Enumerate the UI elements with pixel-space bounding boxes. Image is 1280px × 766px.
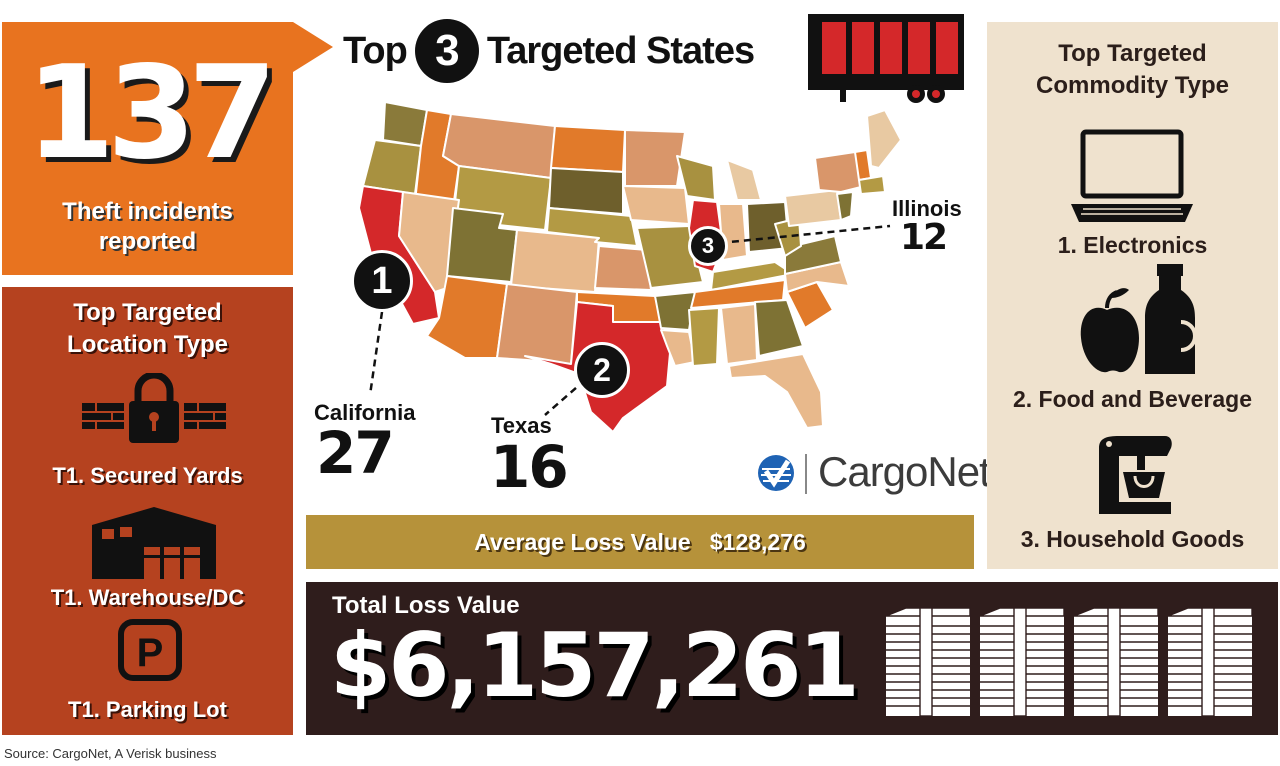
map-state-minnesota	[624, 129, 686, 187]
stand-mixer-icon	[1099, 436, 1172, 514]
map-state-nevada	[398, 191, 460, 293]
source-note: Source: CargoNet, A Verisk business	[4, 746, 217, 761]
location-label-secured-yards: T1. Secured Yards	[52, 463, 243, 488]
map-state-georgia	[754, 299, 804, 357]
state-name-california: California	[314, 400, 416, 425]
commodity-type-panel: Top Targeted Commodity Type 1. Electroni…	[987, 22, 1278, 569]
title-prefix: Top	[343, 29, 408, 72]
callout-leaders	[368, 224, 891, 416]
logo-divider	[805, 454, 807, 494]
incidents-label: Theft incidents reported	[2, 197, 293, 257]
state-count-illinois: 12	[900, 217, 948, 258]
location-type-panel: Top Targeted Location Type T1. Secured Y…	[2, 287, 293, 735]
state-count-texas: 16	[490, 433, 569, 501]
cargonet-logo-icon	[758, 455, 794, 491]
map-state-south-dakota	[548, 167, 624, 215]
map-state-massachusetts	[858, 175, 886, 195]
padlock-fence-icon	[82, 373, 226, 443]
title-suffix: Targeted States	[486, 29, 755, 72]
state-name-texas: Texas	[491, 413, 552, 438]
map-state-maine	[866, 109, 902, 169]
svg-text:P: P	[137, 631, 164, 675]
map-state-washington	[382, 101, 428, 147]
incidents-label-line1: Theft incidents	[62, 198, 233, 225]
page-title: Top 3 Targeted States	[343, 19, 755, 83]
location-label-warehouse: T1. Warehouse/DC	[50, 585, 245, 610]
map-state-oregon	[362, 139, 422, 195]
map-state-mississippi	[688, 307, 720, 367]
map-state-arkansas	[654, 291, 696, 331]
map-state-new-jersey	[836, 191, 854, 221]
commodity-type-title: Top Targeted Commodity Type	[987, 38, 1278, 102]
warehouse-icon	[92, 507, 216, 579]
state-name-illinois: Illinois	[892, 196, 962, 221]
apple-bottle-icon	[1080, 264, 1197, 374]
commodity-label-electronics: 1. Electronics	[1057, 232, 1208, 258]
total-loss-label: Total Loss Value	[332, 592, 520, 619]
average-loss-label: Average Loss Value	[474, 529, 691, 555]
commodity-label-food-beverage: 2. Food and Beverage	[1012, 386, 1252, 412]
total-loss-panel: Total Loss Value $6,157,261	[306, 582, 1278, 735]
map-state-alabama	[720, 303, 758, 365]
map-state-missouri	[636, 225, 704, 289]
incidents-label-line2: reported	[98, 228, 197, 255]
truck-trailer-icon	[808, 14, 964, 103]
title-number-badge: 3	[414, 19, 479, 83]
money-stacks-icon	[885, 607, 1253, 717]
commodity-label-household-goods: 3. Household Goods	[1020, 526, 1245, 552]
map-state-vermont	[854, 149, 872, 181]
average-loss-value: $128,276	[709, 529, 806, 555]
location-label-parking-lot: T1. Parking Lot	[68, 697, 227, 722]
map-state-louisiana	[660, 329, 696, 367]
location-type-title: Top Targeted Location Type	[2, 297, 293, 361]
average-loss-bar: Average Loss Value $128,276	[306, 515, 974, 569]
rank-badge-2: 2	[574, 342, 630, 398]
incident-count: 137	[25, 39, 277, 188]
commodity-title-line1: Top Targeted	[1058, 40, 1207, 67]
map-state-new-york	[814, 151, 866, 193]
rank-badge-1: 1	[351, 250, 413, 312]
total-loss-value: $6,157,261	[330, 614, 860, 717]
laptop-icon	[1071, 129, 1193, 222]
commodity-title-line2: Commodity Type	[1036, 72, 1229, 99]
parking-sign-icon: P	[118, 619, 182, 681]
map-state-wisconsin	[676, 155, 716, 201]
location-title-line1: Top Targeted	[73, 299, 222, 326]
rank-badge-3: 3	[688, 226, 728, 266]
map-state-florida	[728, 353, 824, 429]
location-title-line2: Location Type	[67, 331, 228, 358]
map-state-michigan	[726, 159, 762, 201]
map-state-kansas	[594, 245, 652, 291]
average-loss-text: Average Loss Value $128,276	[306, 515, 974, 569]
state-count-california: 27	[316, 419, 395, 487]
cargonet-wordmark: CargoNet	[818, 448, 991, 495]
map-state-north-dakota	[550, 125, 626, 173]
incidents-panel: 137 Theft incidents reported	[2, 22, 293, 275]
incidents-pointer-arrow	[293, 22, 333, 72]
